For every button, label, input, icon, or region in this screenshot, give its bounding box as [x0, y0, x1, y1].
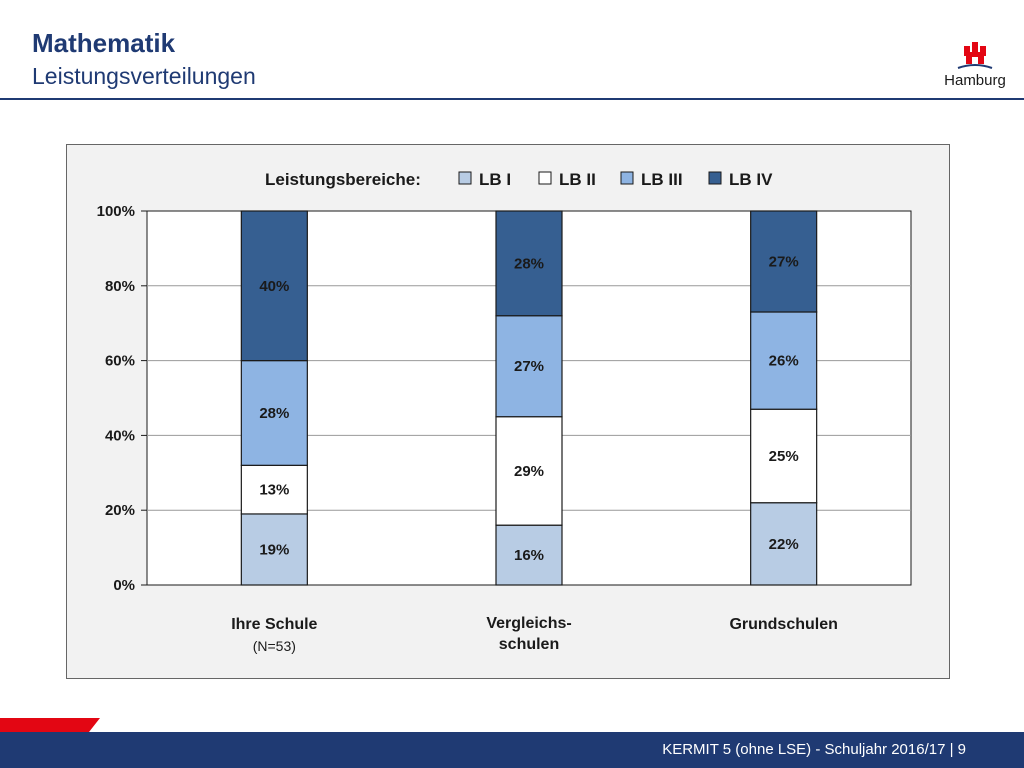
legend-swatch — [708, 171, 722, 185]
bar-segment — [750, 311, 818, 410]
data-label: 29% — [514, 463, 544, 480]
y-tick-label: 60% — [105, 353, 135, 370]
data-label: 27% — [769, 253, 799, 270]
y-tick-label: 40% — [105, 427, 135, 444]
data-label: 28% — [514, 255, 544, 272]
bar-segment — [750, 210, 818, 313]
bar-segment — [240, 210, 308, 362]
data-label: 40% — [259, 278, 289, 295]
x-category-label: Grundschulen — [729, 616, 837, 633]
hamburg-logo: Hamburg — [930, 40, 1020, 96]
bar-segment — [240, 464, 308, 515]
data-label: 22% — [769, 536, 799, 553]
legend-title: Leistungsbereiche: — [265, 170, 421, 189]
y-tick-label: 80% — [105, 278, 135, 295]
legend-swatch — [538, 171, 552, 185]
stacked-bar-chart: 0% 20% 40% 60% 80% 100% 19% 13% 28% 40% Ihre Schul… — [97, 170, 912, 654]
castle-icon — [957, 42, 993, 69]
data-label: 26% — [769, 353, 799, 370]
data-label: 25% — [769, 448, 799, 465]
data-label: 27% — [514, 358, 544, 375]
legend-label: LB III — [641, 170, 683, 189]
legend-label: LB IV — [729, 170, 773, 189]
data-label: 13% — [259, 482, 289, 499]
slide-title: Mathematik — [32, 28, 176, 58]
bar-segment — [240, 513, 308, 586]
legend-label: LB II — [559, 170, 596, 189]
data-label: 16% — [514, 547, 544, 564]
footer-text: KERMIT 5 (ohne LSE) - Schuljahr 2016/17 … — [662, 741, 966, 758]
data-label: 28% — [259, 405, 289, 422]
slide-subtitle: Leistungsverteilungen — [32, 63, 256, 89]
chart-panel: 0% 20% 40% 60% 80% 100% 19% 13% 28% 40% Ihre Schul… — [66, 144, 950, 679]
x-category-sublabel: (N=53) — [253, 638, 296, 654]
x-category-label: schulen — [499, 636, 559, 653]
x-category-label: Vergleichs- — [486, 615, 571, 632]
legend-label: LB I — [479, 170, 511, 189]
footer-bar — [0, 732, 1024, 768]
y-tick-label: 0% — [113, 577, 135, 594]
bar-segment — [750, 408, 818, 504]
bar-segment — [495, 416, 563, 526]
logo-text: Hamburg — [944, 72, 1006, 89]
legend-swatch — [620, 171, 634, 185]
y-tick-label: 100% — [97, 203, 135, 220]
y-tick-label: 20% — [105, 502, 135, 519]
title-divider — [0, 98, 1024, 100]
data-label: 19% — [259, 541, 289, 558]
bar-segment — [495, 210, 563, 317]
bar-segment — [240, 360, 308, 466]
x-category-label: Ihre Schule — [231, 616, 317, 633]
bar-segment — [495, 524, 563, 586]
bar-segment — [750, 502, 818, 586]
legend-swatch — [458, 171, 472, 185]
